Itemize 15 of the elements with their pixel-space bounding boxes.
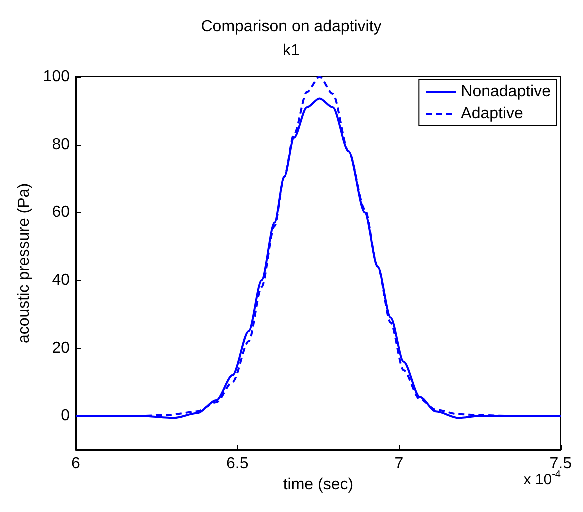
- y-tick-label: 20: [52, 340, 70, 357]
- y-tick-label: 100: [43, 68, 70, 86]
- x-tick-label: 6: [72, 456, 81, 472]
- y-tick-label: 40: [52, 272, 70, 289]
- x-tick-label: 6.5: [226, 456, 249, 472]
- chart-subtitle: k1: [283, 42, 300, 60]
- y-tick-label: 60: [52, 204, 70, 222]
- chart-title: Comparison on adaptivity: [201, 18, 382, 36]
- y-tick-label: 0: [61, 408, 70, 425]
- y-tick-label: 80: [52, 136, 70, 154]
- y-axis-title: acoustic pressure (Pa): [16, 183, 33, 344]
- legend-label: Adaptive: [461, 106, 524, 122]
- x-axis-title: time (sec): [283, 476, 354, 494]
- x-tick-label: 7: [394, 456, 404, 472]
- legend-label: Nonadaptive: [461, 84, 552, 100]
